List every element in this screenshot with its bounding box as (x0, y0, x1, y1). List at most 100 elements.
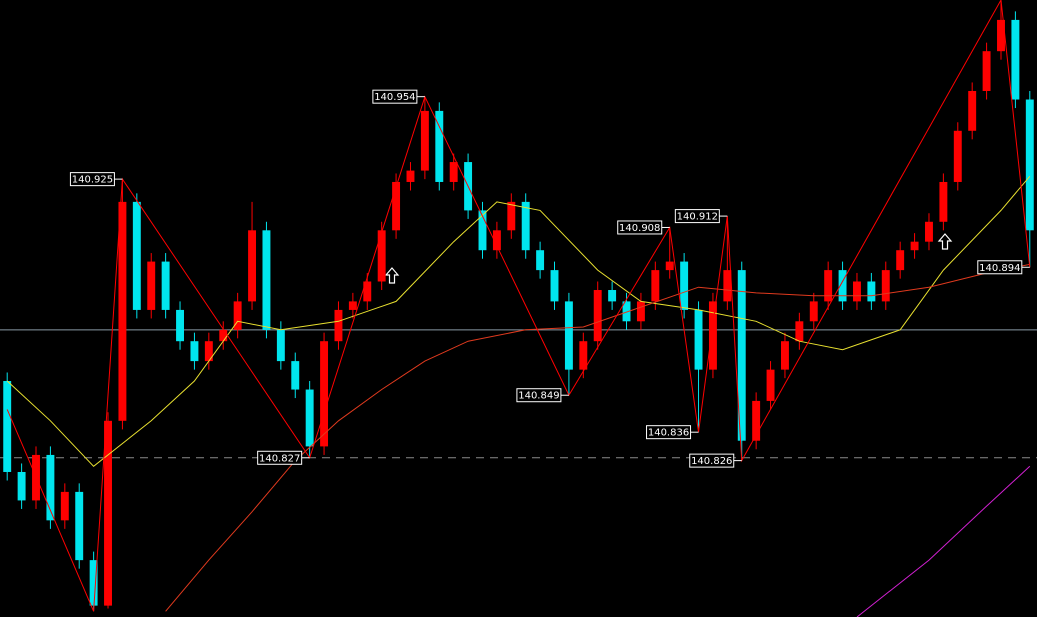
label-text: 140.912 (677, 212, 718, 223)
candle-body (694, 309, 703, 370)
candle-body (46, 454, 55, 521)
label-box (646, 425, 692, 440)
candle-body (579, 341, 588, 370)
candle-body (363, 281, 372, 302)
label-text: 140.836 (648, 428, 689, 439)
candle-body (147, 261, 156, 310)
candle-body (997, 19, 1005, 52)
candle-body (651, 270, 660, 302)
candle-body (392, 181, 401, 231)
candle-body (853, 281, 861, 302)
candle-body (593, 290, 602, 342)
label-text: 140.827 (259, 453, 300, 464)
price-label: 140.836 (646, 425, 699, 440)
candle-body (190, 341, 199, 362)
candle-body (3, 381, 12, 472)
candle-body (809, 301, 818, 322)
candle-body (881, 270, 890, 302)
candle-body (478, 210, 487, 251)
candle-body (925, 221, 933, 242)
label-box (372, 89, 418, 104)
candle-body (492, 230, 501, 251)
candle-body (1025, 99, 1034, 231)
price-label: 140.827 (257, 450, 310, 465)
candle-body (377, 230, 386, 282)
candle-body (737, 270, 746, 441)
candle-body (348, 301, 357, 310)
candle-body (75, 491, 84, 561)
candle-body (60, 491, 69, 521)
price-label: 140.849 (516, 388, 569, 403)
candle-body (276, 329, 285, 362)
candle-body (204, 341, 213, 362)
price-label: 140.894 (977, 260, 1030, 275)
candle-body (550, 270, 559, 302)
price-label: 140.912 (674, 209, 728, 224)
indicator-line (856, 465, 1031, 617)
candle-body (953, 130, 962, 182)
label-box (69, 172, 115, 187)
label-text: 140.954 (374, 92, 415, 103)
candle-body (968, 90, 977, 131)
candle-body (320, 341, 329, 447)
candle-body (636, 301, 645, 322)
candle-body (521, 201, 530, 251)
candle-body (766, 369, 775, 401)
candle-body (406, 170, 415, 182)
candle-body (435, 110, 444, 182)
indicator-line (6, 175, 1031, 467)
candle-body (910, 241, 919, 251)
candle-body (939, 181, 948, 222)
indicator-line (165, 263, 1030, 612)
candle-body (17, 471, 26, 501)
candle-body (752, 400, 761, 441)
label-box (674, 209, 720, 224)
price-label: 140.826 (689, 453, 742, 468)
candle-body (104, 420, 112, 606)
candle-body (132, 201, 141, 310)
candle-body (449, 162, 458, 182)
candle-body (867, 281, 876, 302)
candle-body (262, 230, 271, 330)
candle-body (780, 341, 789, 370)
arrow-signal (384, 233, 953, 284)
candle-body (219, 329, 228, 342)
label-box (977, 260, 1023, 275)
candle-body (838, 270, 847, 302)
candle-body (665, 261, 674, 271)
label-text: 140.925 (72, 175, 113, 186)
candle-body (564, 301, 573, 370)
indicator-line (6, 0, 1031, 612)
label-box (516, 388, 562, 403)
label-text: 140.849 (518, 391, 559, 402)
candle-body (161, 261, 170, 310)
label-text: 140.908 (619, 223, 660, 234)
candle-body (291, 361, 300, 390)
candle-body (723, 270, 732, 302)
candle-body (982, 51, 991, 91)
candle-body (305, 389, 314, 447)
price-label: 140.925 (69, 172, 123, 187)
candle-body (536, 250, 545, 271)
label-text: 140.826 (691, 456, 732, 467)
candle-body (420, 110, 429, 171)
candle-body (708, 301, 717, 370)
candle-body (233, 301, 242, 330)
candle-body (795, 321, 804, 342)
label-box (257, 450, 303, 465)
candle-body (680, 261, 689, 310)
candle-body (89, 560, 98, 606)
candle-body (118, 201, 127, 421)
candle-body (608, 290, 617, 302)
candle-body (896, 250, 905, 271)
candle-body (507, 201, 516, 231)
candle-body (248, 230, 257, 302)
candle-body (176, 309, 184, 342)
price-label: 140.954 (372, 89, 425, 104)
label-text: 140.894 (979, 263, 1020, 274)
label-box (689, 453, 735, 468)
candle-body (1011, 19, 1020, 100)
candle-body (824, 270, 833, 302)
